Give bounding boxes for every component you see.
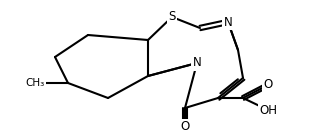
Text: OH: OH bbox=[259, 103, 277, 116]
Text: O: O bbox=[263, 79, 273, 92]
Text: N: N bbox=[224, 15, 232, 28]
Text: N: N bbox=[193, 56, 201, 69]
Text: S: S bbox=[168, 11, 176, 24]
Text: CH₃: CH₃ bbox=[25, 78, 45, 88]
Text: O: O bbox=[180, 121, 190, 133]
